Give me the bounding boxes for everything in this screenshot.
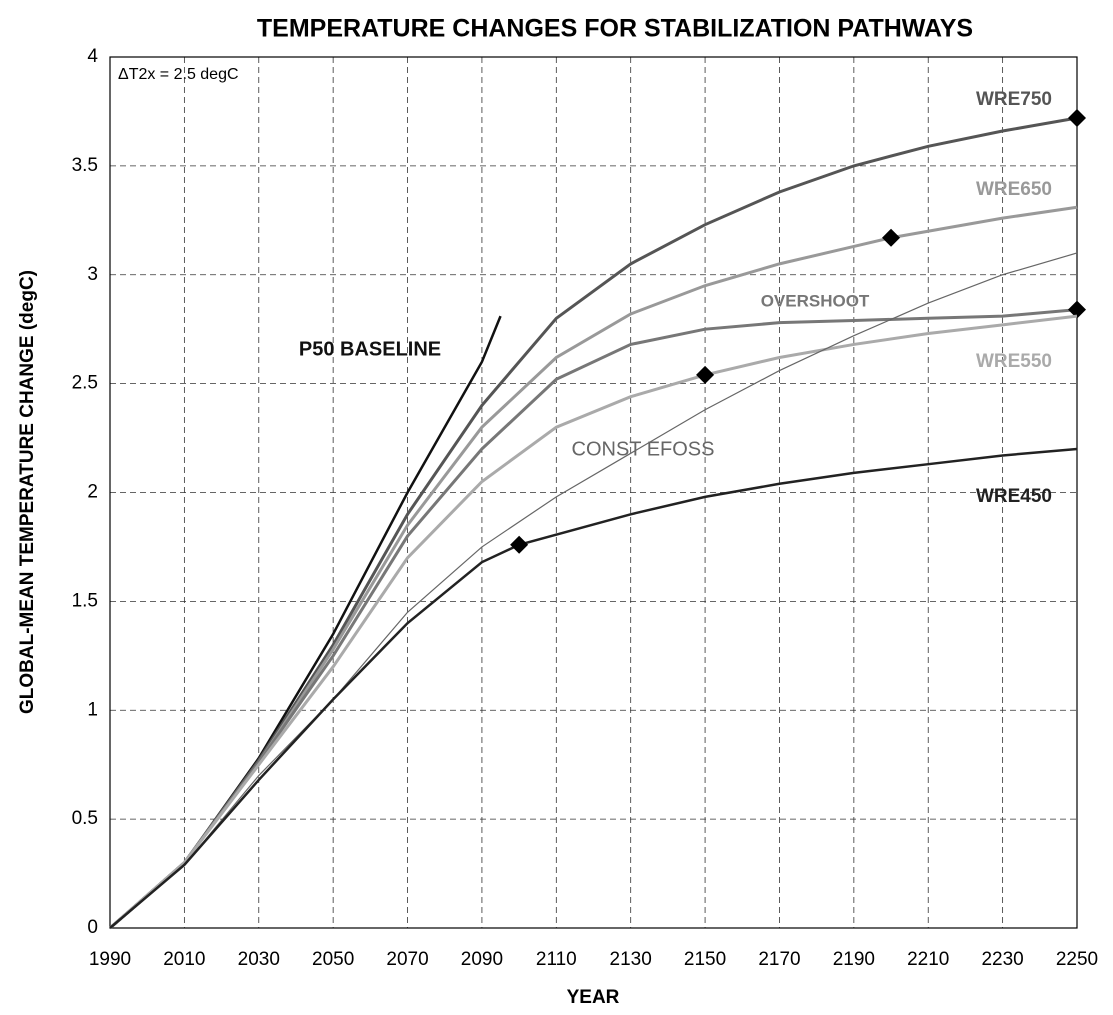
y-tick-label: 1: [87, 699, 98, 720]
y-tick-label: 3: [87, 264, 98, 285]
y-tick-label: 4: [87, 46, 98, 67]
series-line: [109, 116, 1078, 930]
diamond-marker: [882, 228, 901, 247]
series-label: WRE650: [976, 179, 1052, 200]
x-axis-label: YEAR: [567, 987, 620, 1008]
y-tick-label: 1.5: [72, 590, 98, 611]
x-tick-label: 2010: [163, 949, 205, 970]
series-label: WRE750: [976, 89, 1052, 110]
diamond-marker: [510, 535, 529, 554]
x-tick-label: 2230: [981, 949, 1023, 970]
x-tick-label: 2250: [1056, 949, 1098, 970]
x-tick-label: 2070: [386, 949, 428, 970]
x-tick-label: 2030: [238, 949, 280, 970]
x-tick-label: 2210: [907, 949, 949, 970]
y-tick-label: 0: [87, 917, 98, 938]
series-line: [109, 205, 1078, 930]
x-tick-label: 1990: [89, 949, 131, 970]
plot-frame: [109, 56, 1078, 929]
x-tick-label: 2110: [536, 949, 577, 970]
y-tick-label: 0.5: [72, 808, 98, 829]
x-tick-label: 2170: [758, 949, 800, 970]
series-line: [109, 308, 1078, 930]
series-line: [109, 447, 1078, 929]
y-axis-label: GLOBAL-MEAN TEMPERATURE CHANGE (degC): [17, 270, 38, 714]
x-tick-label: 2150: [684, 949, 726, 970]
series-label: P50 BASELINE: [299, 338, 441, 360]
x-tick-label: 2090: [461, 949, 503, 970]
y-tick-label: 2: [87, 482, 98, 503]
y-tick-label: 2.5: [72, 373, 98, 394]
series-label: CONST EFOSS: [572, 438, 715, 460]
series-line: [109, 314, 1078, 930]
chart-title: TEMPERATURE CHANGES FOR STABILIZATION PA…: [257, 15, 973, 43]
diamond-marker: [1068, 108, 1086, 127]
x-tick-label: 2190: [833, 949, 875, 970]
x-tick-label: 2050: [312, 949, 354, 970]
y-tick-label: 3.5: [72, 155, 98, 176]
diamond-marker: [696, 365, 715, 384]
x-tick-label: 2130: [610, 949, 652, 970]
series-line: [109, 252, 1078, 929]
series-label: OVERSHOOT: [761, 291, 870, 310]
annotation: ΔT2x = 2.5 degC: [118, 66, 239, 83]
series-label: WRE550: [976, 351, 1052, 372]
series-label: WRE450: [976, 486, 1052, 507]
series-line: [109, 315, 502, 929]
diamond-marker: [1068, 300, 1086, 319]
